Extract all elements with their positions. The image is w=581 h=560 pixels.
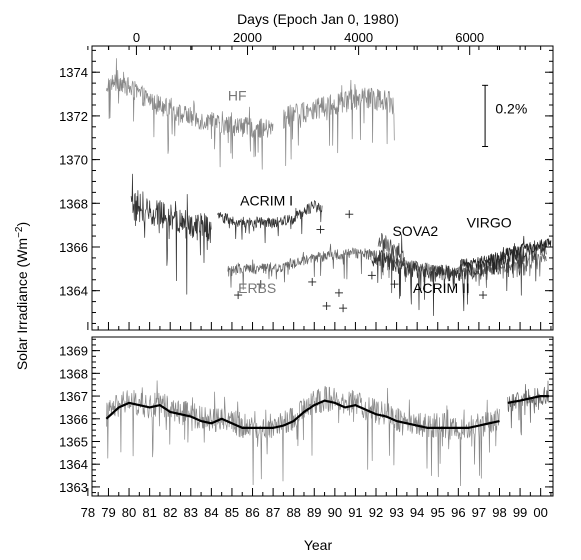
y-tick-label: 1372 [59, 109, 88, 124]
x-tick-label: 83 [184, 505, 198, 520]
y-axis-title-sup: −2 [14, 226, 25, 238]
top-tick-label: 2000 [233, 30, 262, 45]
top-tick-label: 6000 [455, 30, 484, 45]
y-tick-label: 1374 [59, 65, 88, 80]
x-tick-labels: 78 79 80 81 82 83 84 85 86 87 88 89 90 91 92 93 94 95 96 97… [81, 505, 548, 520]
x-tick-label: 92 [369, 505, 383, 520]
x-tick-label: 82 [163, 505, 177, 520]
y-axis-title-main: Solar Irradiance (Wm [14, 238, 30, 370]
x-tick-label: 86 [245, 505, 259, 520]
y-tick-label: 1363 [59, 480, 88, 495]
x-tick-label: 78 [81, 505, 95, 520]
x-tick-label: 90 [328, 505, 342, 520]
x-tick-label: 87 [266, 505, 280, 520]
y-tick-label: 1370 [59, 153, 88, 168]
x-tick-label: 89 [307, 505, 321, 520]
annotation-label: ACRIM I [240, 192, 293, 208]
x-tick-label: 88 [286, 505, 300, 520]
x-tick-label: 97 [472, 505, 486, 520]
y-tick-label: 1368 [59, 366, 88, 381]
x-tick-label: 96 [451, 505, 465, 520]
annotation-label: HF [228, 88, 247, 104]
x-tick-label: 80 [122, 505, 136, 520]
y-axis-title: Solar Irradiance (Wm−2) [14, 222, 30, 370]
x-tick-label: 98 [492, 505, 506, 520]
annotation-label: 0.2% [495, 101, 527, 117]
x-tick-label: 99 [513, 505, 527, 520]
annotation-label: VIRGO [467, 214, 512, 230]
annotation-label: ERBS [238, 280, 276, 296]
y-tick-label: 1364 [59, 284, 88, 299]
y-tick-label: 1369 [59, 344, 88, 359]
x-tick-label: 81 [142, 505, 156, 520]
y-axis-title-end: ) [14, 222, 30, 227]
top-tick-label: 0 [133, 30, 140, 45]
top-tick-label: 4000 [344, 30, 373, 45]
annotation-label: SOVA2 [392, 223, 438, 239]
y-tick-label: 1367 [59, 389, 88, 404]
annotation-label: ACRIM II [413, 280, 470, 296]
y-tick-label: 1368 [59, 196, 88, 211]
y-tick-label: 1366 [59, 240, 88, 255]
x-tick-label: 94 [410, 505, 424, 520]
x-tick-label: 85 [225, 505, 239, 520]
x-tick-label: 79 [101, 505, 115, 520]
y-tick-label: 1365 [59, 434, 88, 449]
y-tick-label: 1364 [59, 457, 88, 472]
x-axis-title: Year [304, 537, 333, 553]
top-axis-title: Days (Epoch Jan 0, 1980) [237, 11, 399, 27]
x-tick-label: 95 [431, 505, 445, 520]
y-tick-label: 1366 [59, 412, 88, 427]
x-tick-label: 91 [348, 505, 362, 520]
x-tick-label: 00 [533, 505, 547, 520]
x-tick-label: 93 [389, 505, 403, 520]
x-tick-label: 84 [204, 505, 218, 520]
